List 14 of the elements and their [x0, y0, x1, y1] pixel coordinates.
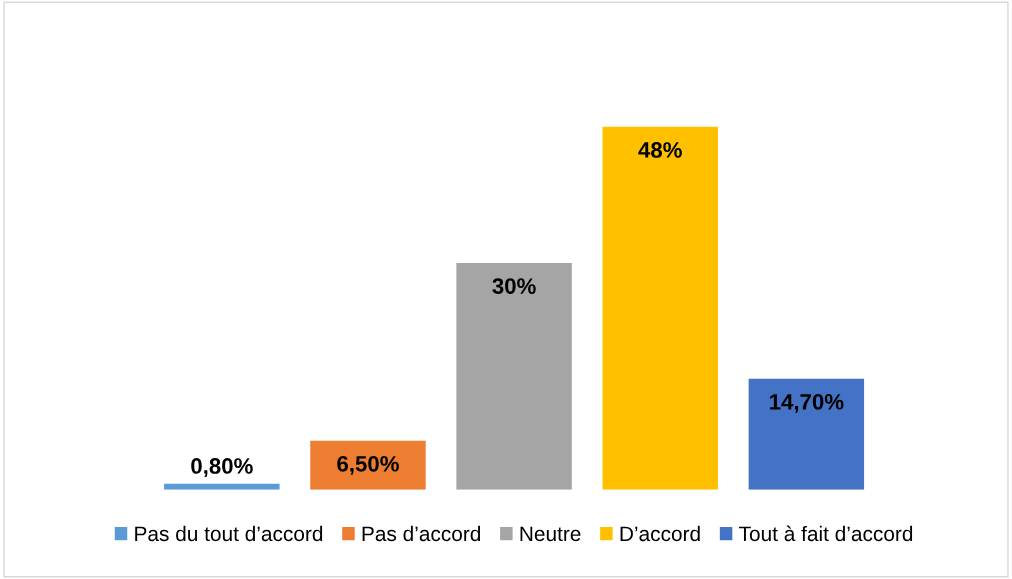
- data-label: 14,70%: [770, 393, 844, 413]
- data-label: 6,50%: [337, 455, 399, 475]
- bar: [602, 126, 718, 490]
- legend-label: Neutre: [520, 526, 581, 542]
- bar: [310, 440, 426, 490]
- data-label: 30%: [492, 278, 536, 294]
- data-label: 48%: [638, 142, 682, 158]
- legend-label: Pas d’accord: [362, 525, 481, 542]
- legend-label: Tout à fait d’accord: [739, 525, 913, 542]
- legend-label: Pas du tout d’accord: [135, 525, 323, 542]
- data-label: 0,80%: [191, 458, 253, 478]
- legend-label: D’accord: [620, 525, 700, 542]
- bar: [748, 378, 865, 490]
- bar: [456, 262, 572, 490]
